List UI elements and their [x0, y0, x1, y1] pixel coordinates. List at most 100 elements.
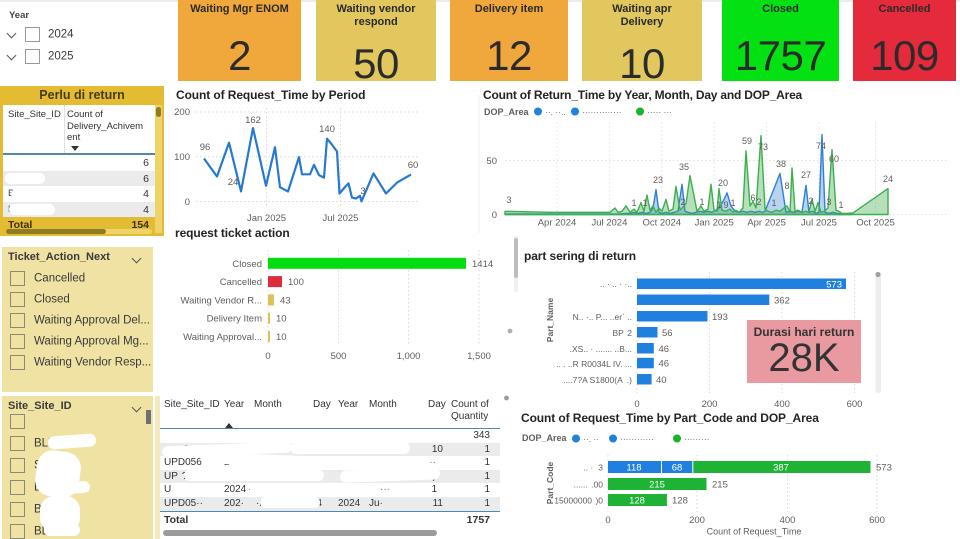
svg-text:162: 162 [245, 115, 261, 126]
svg-text:400: 400 [780, 515, 796, 526]
svg-text:1,000: 1,000 [397, 351, 421, 362]
svg-text:23: 23 [653, 175, 663, 185]
svg-text:27: 27 [801, 170, 811, 180]
svg-text:193: 193 [712, 312, 728, 323]
svg-text:.. . ..R R0034L IV. ...: .. . ..R R0034L IV. ... [556, 359, 632, 369]
svg-text:··············: ·············· [582, 107, 622, 117]
svg-text:Jul 2025: Jul 2025 [801, 218, 837, 229]
svg-text:1: 1 [730, 198, 735, 208]
svg-text:60: 60 [829, 154, 839, 164]
svg-text:BP 2: BP 2 [613, 328, 633, 338]
svg-text:Jul 2025: Jul 2025 [323, 213, 359, 224]
svg-text:3: 3 [506, 195, 511, 205]
svg-text:20: 20 [718, 178, 728, 188]
svg-text:362: 362 [774, 295, 790, 306]
svg-text:46: 46 [659, 344, 670, 355]
svg-text:0: 0 [185, 197, 190, 208]
svg-text:Cancelled: Cancelled [220, 277, 262, 288]
svg-text:Delivery Item: Delivery Item [207, 314, 263, 325]
svg-text:200: 200 [689, 515, 705, 526]
svg-text:1: 1 [631, 198, 636, 208]
svg-text:573: 573 [826, 279, 842, 290]
svg-text:1: 1 [771, 198, 776, 208]
svg-text:387: 387 [773, 463, 789, 474]
svg-text:Apr 2024: Apr 2024 [538, 218, 577, 229]
svg-text:Oct 2025: Oct 2025 [856, 218, 895, 229]
svg-text:24: 24 [883, 174, 893, 184]
svg-text:10: 10 [276, 332, 287, 343]
svg-text:2: 2 [680, 197, 685, 207]
svg-text:15000000 )0: 15000000 )0 [554, 496, 603, 506]
svg-text:.XS.. · ....... ..B...: .XS.. · ....... ..B... [570, 344, 632, 354]
svg-text:59: 59 [742, 136, 752, 146]
svg-text:DOP_Area: DOP_Area [484, 107, 530, 117]
svg-text:············: ············ [620, 434, 654, 444]
svg-text:35: 35 [679, 162, 689, 172]
svg-text:····· ···: ····· ··· [647, 107, 672, 117]
svg-text:Part_Name: Part_Name [545, 298, 555, 343]
svg-text:96: 96 [200, 142, 211, 153]
svg-text:0: 0 [634, 399, 639, 410]
svg-text:10: 10 [276, 314, 287, 325]
svg-text:N.. ·.. P... ..er´ ..: N.. ·.. P... ..er´ .. [573, 312, 632, 322]
svg-text:1: 1 [699, 197, 704, 207]
svg-text:100: 100 [174, 152, 190, 163]
svg-text:··. ··: ··. ·· [583, 434, 599, 444]
svg-text:40: 40 [656, 375, 667, 386]
svg-text:Jul 2024: Jul 2024 [591, 218, 627, 229]
svg-text:38: 38 [776, 159, 786, 169]
svg-text:··. ··..: ··. ··.. [545, 107, 566, 117]
svg-text:128: 128 [672, 496, 688, 507]
svg-text:DOP_Area: DOP_Area [522, 433, 568, 443]
svg-text:56: 56 [662, 328, 673, 339]
svg-text:2: 2 [808, 196, 813, 206]
svg-text:1: 1 [642, 198, 647, 208]
svg-text:Oct 2024: Oct 2024 [643, 218, 682, 229]
svg-text:Jan 2025: Jan 2025 [247, 213, 286, 224]
svg-text:.. · .. · ·..: .. · .. · ·.. [600, 279, 632, 289]
svg-text:118: 118 [626, 463, 641, 474]
svg-text:Part_Code: Part_Code [545, 461, 555, 504]
svg-text:Count of Request_Time: Count of Request_Time [707, 527, 802, 537]
svg-text:Closed: Closed [232, 259, 262, 270]
svg-text:Apr 2025: Apr 2025 [747, 218, 786, 229]
svg-text:·········: ········· [684, 434, 709, 444]
svg-text:Waiting Approval...: Waiting Approval... [183, 332, 262, 343]
svg-text:200: 200 [702, 399, 718, 410]
svg-text:215: 215 [712, 480, 728, 491]
svg-text:74: 74 [816, 141, 826, 151]
svg-text:60: 60 [408, 160, 419, 171]
svg-text:24: 24 [228, 177, 239, 188]
svg-text:Waiting Vendor R...: Waiting Vendor R... [181, 295, 263, 306]
svg-text:2: 2 [756, 197, 761, 207]
svg-text:68: 68 [672, 463, 683, 474]
svg-text:.. · 3: .. · 3 [583, 463, 603, 473]
svg-text:215: 215 [649, 480, 665, 491]
svg-text:43: 43 [280, 295, 291, 306]
svg-text:9: 9 [723, 200, 728, 210]
svg-text:...... .00: ...... .00 [574, 480, 604, 490]
svg-text:0: 0 [265, 351, 270, 362]
svg-text:400: 400 [774, 399, 790, 410]
svg-text:3: 3 [360, 186, 365, 197]
svg-text:200: 200 [174, 107, 190, 118]
svg-text:46: 46 [659, 359, 670, 370]
svg-text:100: 100 [288, 277, 304, 288]
svg-text:1: 1 [716, 200, 721, 210]
svg-text:1414: 1414 [472, 259, 493, 270]
svg-text:0: 0 [605, 515, 610, 526]
svg-text:1,500: 1,500 [467, 351, 491, 362]
svg-text:6: 6 [750, 193, 755, 203]
svg-text:....7?A S1800(A .): ....7?A S1800(A .) [563, 375, 632, 385]
svg-text:1: 1 [838, 200, 843, 210]
svg-text:128: 128 [629, 496, 645, 507]
svg-text:0: 0 [492, 210, 497, 221]
svg-text:73: 73 [758, 142, 768, 152]
svg-text:8: 8 [784, 181, 789, 191]
svg-text:600: 600 [847, 399, 863, 410]
svg-text:Jan 2025: Jan 2025 [695, 218, 734, 229]
svg-text:573: 573 [876, 463, 892, 474]
svg-text:3: 3 [826, 197, 831, 207]
svg-text:600: 600 [869, 515, 885, 526]
svg-text:140: 140 [319, 124, 335, 135]
